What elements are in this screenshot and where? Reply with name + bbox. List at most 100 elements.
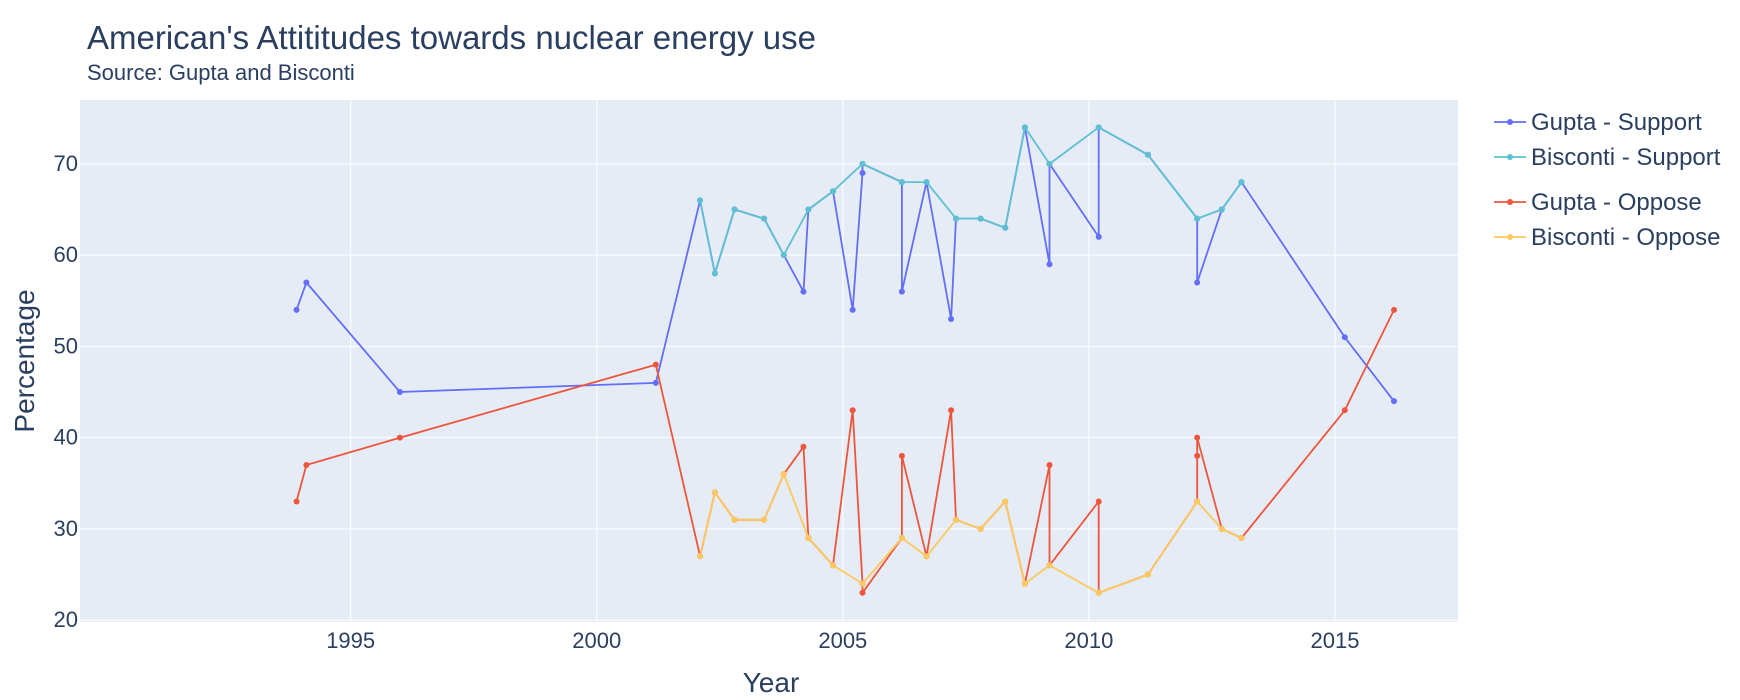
data-point xyxy=(1238,179,1245,186)
data-point xyxy=(1095,233,1102,240)
x-tick-label: 2015 xyxy=(1310,628,1359,653)
y-axis-ticks: 20 30 40 50 60 70 xyxy=(54,151,78,632)
data-point xyxy=(829,188,836,195)
data-point xyxy=(977,525,984,532)
data-point xyxy=(1218,525,1225,532)
data-point xyxy=(697,197,704,204)
data-point xyxy=(1194,279,1201,286)
data-point xyxy=(761,516,768,523)
series-layer xyxy=(293,124,1398,596)
data-point xyxy=(396,434,403,441)
data-point xyxy=(761,215,768,222)
data-point xyxy=(805,206,812,213)
plot-area xyxy=(80,100,1458,622)
data-point xyxy=(652,379,659,386)
x-tick-label: 2005 xyxy=(818,628,867,653)
legend-label: Bisconti - Oppose xyxy=(1531,224,1720,251)
data-point xyxy=(652,361,659,368)
legend-label: Gupta - Support xyxy=(1531,109,1702,136)
series-bisconti-oppose xyxy=(697,471,1245,596)
data-point xyxy=(1194,498,1201,505)
x-axis-ticks: 1995 2000 2005 2010 2015 xyxy=(326,628,1359,653)
data-point xyxy=(1095,124,1102,131)
series-bisconti-support xyxy=(697,124,1245,277)
data-point xyxy=(829,562,836,569)
data-point xyxy=(923,553,930,560)
data-point xyxy=(859,170,866,177)
data-point xyxy=(1391,398,1398,405)
y-tick-label: 60 xyxy=(54,242,78,267)
data-point xyxy=(780,471,787,478)
legend-item[interactable]: Gupta - Support xyxy=(1494,109,1702,136)
y-axis-title: Percentage xyxy=(9,289,40,432)
data-point xyxy=(1238,535,1245,542)
data-point xyxy=(898,288,905,295)
y-tick-label: 20 xyxy=(54,607,78,632)
y-tick-label: 50 xyxy=(54,333,78,358)
data-point xyxy=(711,270,718,277)
chart-subtitle: Source: Gupta and Bisconti xyxy=(87,60,355,85)
data-point xyxy=(1046,462,1053,469)
data-point xyxy=(800,288,807,295)
data-point xyxy=(1218,206,1225,213)
x-tick-label: 2010 xyxy=(1064,628,1113,653)
data-point xyxy=(953,215,960,222)
data-point xyxy=(948,407,955,414)
series-line xyxy=(699,126,1243,275)
legend-marker xyxy=(1507,154,1513,160)
data-point xyxy=(1046,160,1053,167)
data-point xyxy=(1341,334,1348,341)
legend-item[interactable]: Bisconti - Oppose xyxy=(1494,224,1720,251)
legend-label: Gupta - Oppose xyxy=(1531,189,1702,216)
data-point xyxy=(293,498,300,505)
data-point xyxy=(859,589,866,596)
data-point xyxy=(1095,589,1102,596)
data-point xyxy=(1021,580,1028,587)
legend-item[interactable]: Bisconti - Support xyxy=(1494,144,1721,171)
data-point xyxy=(1194,215,1201,222)
data-point xyxy=(303,462,310,469)
data-point xyxy=(948,316,955,323)
data-point xyxy=(1194,434,1201,441)
y-tick-label: 30 xyxy=(54,516,78,541)
data-point xyxy=(1095,498,1102,505)
x-tick-label: 1995 xyxy=(326,628,375,653)
data-point xyxy=(1194,452,1201,459)
data-point xyxy=(780,252,787,259)
legend: Gupta - Support Bisconti - Support Gupta -… xyxy=(1494,109,1721,251)
data-point xyxy=(953,516,960,523)
data-point xyxy=(898,535,905,542)
data-point xyxy=(1021,124,1028,131)
data-point xyxy=(1341,407,1348,414)
data-point xyxy=(1046,261,1053,268)
data-point xyxy=(303,279,310,286)
data-point xyxy=(1002,224,1009,231)
data-point xyxy=(977,215,984,222)
data-point xyxy=(731,206,738,213)
x-axis-title: Year xyxy=(743,667,800,698)
x-tick-label: 2000 xyxy=(572,628,621,653)
legend-marker xyxy=(1507,119,1513,125)
data-point xyxy=(1391,306,1398,313)
grid-lines xyxy=(80,100,1458,622)
data-point xyxy=(1144,571,1151,578)
data-point xyxy=(859,160,866,167)
data-point xyxy=(898,452,905,459)
data-point xyxy=(849,407,856,414)
data-point xyxy=(711,489,718,496)
data-point xyxy=(697,553,704,560)
legend-label: Bisconti - Support xyxy=(1531,144,1721,171)
data-point xyxy=(293,306,300,313)
data-point xyxy=(731,516,738,523)
data-point xyxy=(898,179,905,186)
legend-marker xyxy=(1507,234,1513,240)
data-point xyxy=(396,389,403,396)
legend-item[interactable]: Gupta - Oppose xyxy=(1494,189,1702,216)
legend-marker xyxy=(1507,199,1513,205)
data-point xyxy=(923,179,930,186)
chart-title: American's Attititudes towards nuclear e… xyxy=(87,19,816,56)
data-point xyxy=(805,535,812,542)
y-tick-label: 70 xyxy=(54,151,78,176)
data-point xyxy=(849,306,856,313)
